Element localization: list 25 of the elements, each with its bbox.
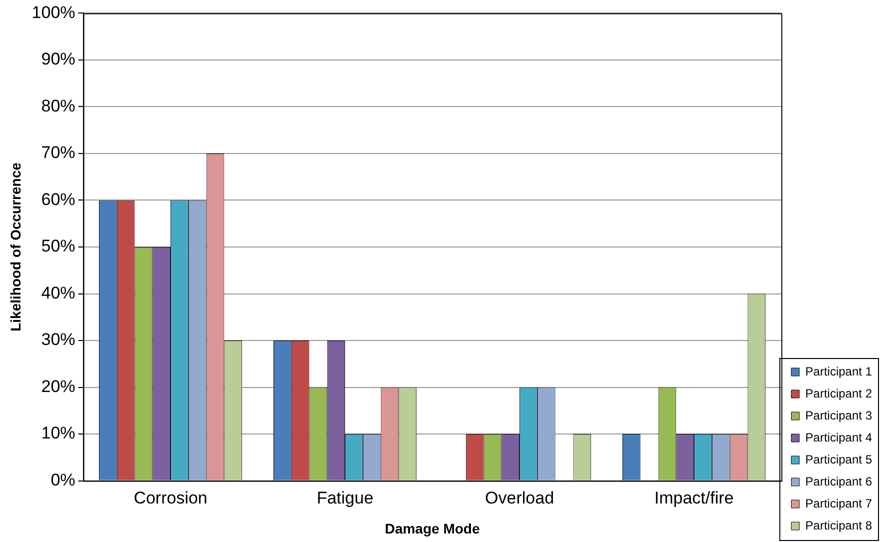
x-tick-label: Overload [485,488,554,508]
x-tick-label: Fatigue [316,488,374,508]
legend-label: Participant 3 [805,408,872,422]
y-tick-label: 90% [41,50,76,69]
legend-label: Participant 7 [805,496,872,510]
y-tick-label: 60% [41,190,76,209]
legend-label: Participant 6 [805,474,872,488]
legend-label: Participant 8 [805,518,872,532]
y-axis-title: Likelihood of Occurrence [7,162,24,332]
x-tick-label: Impact/fire [654,488,734,508]
legend-label: Participant 2 [805,386,872,400]
y-tick-label: 30% [41,330,76,350]
y-tick-label: 40% [41,283,76,302]
y-tick-label: 20% [41,376,76,396]
y-tick-label: 50% [41,236,76,256]
y-tick-label: 70% [41,143,76,162]
legend-label: Participant 4 [805,430,872,444]
x-tick-label: Corrosion [134,488,208,508]
x-axis-title: Damage Mode [384,520,480,536]
y-tick-label: 0% [50,470,76,490]
y-tick-label: 80% [41,96,76,116]
legend-label: Participant 1 [805,364,872,378]
y-tick-label: 100% [32,2,76,22]
y-tick-label: 10% [41,424,76,443]
legend-label: Participant 5 [805,452,872,466]
